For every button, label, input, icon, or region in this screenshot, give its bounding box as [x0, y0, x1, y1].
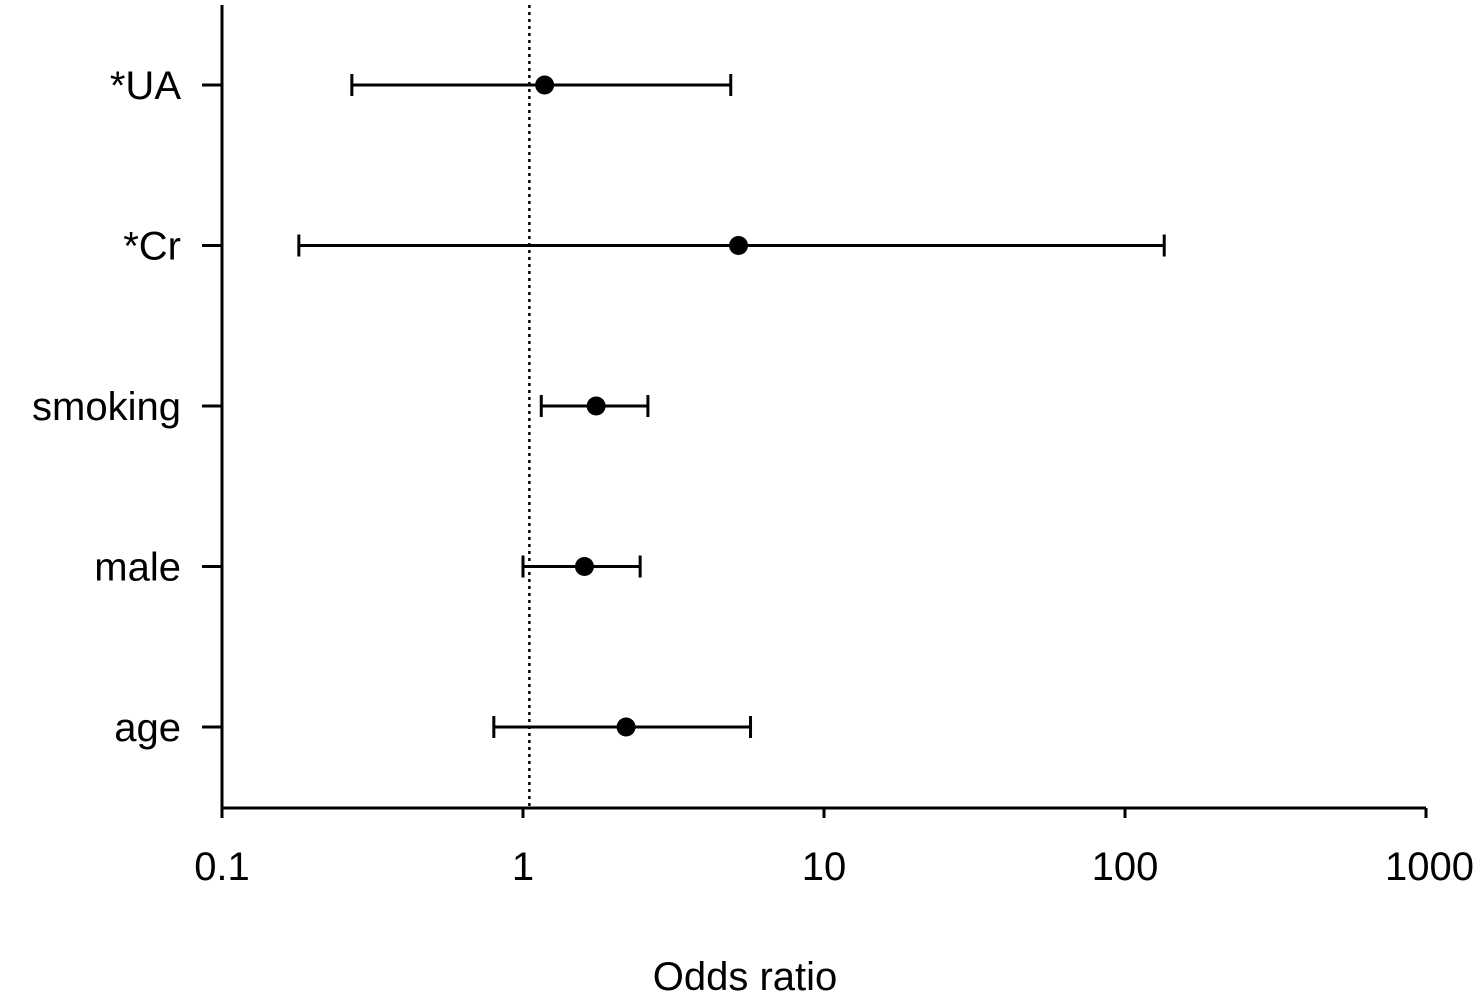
axes: 0.1 1 10 100 1000 — [194, 5, 1474, 889]
y-tick-label: *UA — [110, 64, 181, 108]
row-male: male — [94, 546, 642, 590]
odds-ratio-point — [616, 717, 636, 737]
odds-ratio-point — [729, 236, 749, 255]
row-age: age — [114, 706, 753, 750]
x-axis-label: Odds ratio — [653, 955, 838, 999]
odds-ratio-point — [574, 557, 594, 576]
row-ua: *UA — [110, 64, 733, 108]
y-tick-label: male — [94, 546, 181, 590]
y-tick-label: smoking — [32, 385, 181, 429]
odds-ratio-point — [535, 75, 555, 95]
x-tick-label: 1 — [512, 845, 534, 889]
row-smoking: smoking — [32, 385, 650, 429]
row-cr: *Cr — [123, 225, 1166, 269]
x-tick-label: 10 — [802, 845, 847, 889]
y-tick-label: *Cr — [123, 225, 181, 269]
y-tick-label: age — [114, 706, 181, 750]
x-tick-label: 100 — [1092, 845, 1159, 889]
odds-ratio-point — [586, 396, 606, 416]
x-tick-label: 1000 — [1385, 845, 1474, 889]
rows-group: *UA *Cr smoking male age — [32, 64, 1166, 750]
x-tick-label: 0.1 — [194, 845, 250, 889]
